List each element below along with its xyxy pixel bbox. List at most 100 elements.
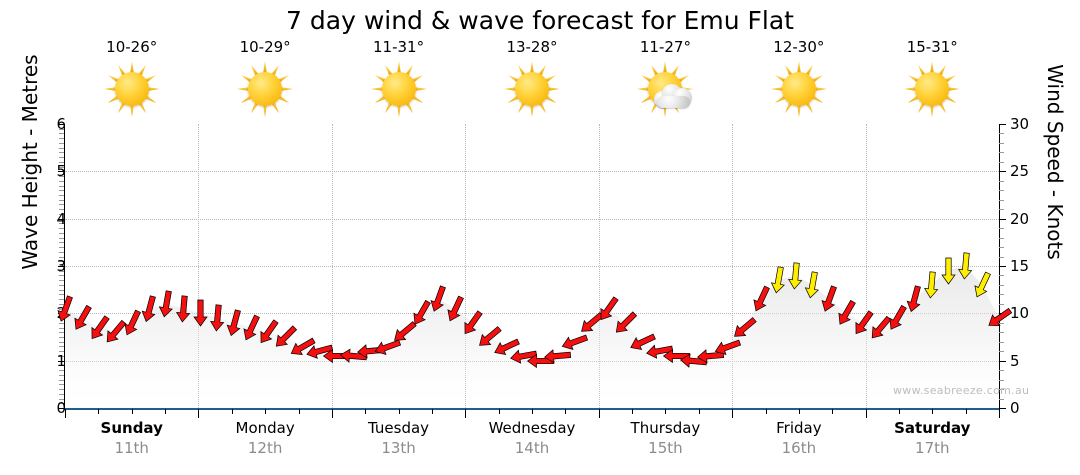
axis-tick-major bbox=[999, 266, 1006, 267]
wind-arrow bbox=[645, 343, 674, 360]
wind-arrow bbox=[444, 294, 467, 323]
right-axis-tick-label: 5 bbox=[1010, 351, 1020, 370]
axis-tick-minor bbox=[59, 128, 64, 130]
axis-tick-minor bbox=[999, 379, 1004, 381]
axis-tick-minor bbox=[59, 232, 64, 234]
wind-arrow bbox=[971, 270, 994, 299]
axis-tick-minor bbox=[999, 294, 1004, 296]
axis-tick-minor bbox=[59, 180, 64, 182]
axis-tick-minor bbox=[59, 185, 64, 187]
x-tick-minor bbox=[898, 409, 900, 414]
axis-tick-minor bbox=[999, 256, 1004, 258]
right-axis-tick-label: 15 bbox=[1010, 257, 1030, 275]
gridline-vertical bbox=[865, 124, 867, 408]
x-tick-major bbox=[65, 409, 66, 418]
axis-tick-minor bbox=[999, 370, 1004, 372]
axis-tick-minor bbox=[59, 370, 64, 372]
day-name: Saturday bbox=[894, 419, 971, 437]
axis-tick-minor bbox=[59, 247, 64, 249]
axis-tick-minor bbox=[59, 337, 64, 338]
axis-tick-minor bbox=[999, 284, 1004, 286]
x-tick-minor bbox=[498, 409, 500, 414]
axis-tick-minor bbox=[59, 223, 64, 225]
day-date: 15th bbox=[648, 439, 683, 457]
x-tick-minor bbox=[965, 409, 967, 414]
sun-disc-icon bbox=[915, 72, 950, 106]
x-tick-minor bbox=[131, 409, 133, 414]
axis-tick-major bbox=[999, 360, 1006, 362]
axis-tick-minor bbox=[59, 327, 64, 329]
day-header-strip: 10-26° 10-29° 11-31° 13-28° 11-27° 12-30… bbox=[65, 38, 999, 124]
axis-tick-minor bbox=[59, 237, 64, 239]
axis-tick-minor bbox=[59, 332, 64, 334]
sun-disc-icon bbox=[381, 72, 416, 106]
day-date: 11th bbox=[114, 439, 149, 457]
right-axis-tick-label: 10 bbox=[1010, 304, 1030, 323]
wind-arrow bbox=[904, 285, 923, 313]
watermark: www.seabreeze.com.au bbox=[893, 384, 1030, 397]
wave-height-area bbox=[65, 124, 999, 408]
axis-tick-minor bbox=[59, 341, 64, 343]
axis-tick-minor bbox=[59, 280, 64, 282]
x-label-tuesday: Tuesday 13th bbox=[332, 418, 465, 458]
day-header-saturday: 15-31° bbox=[866, 38, 999, 118]
day-name: Tuesday bbox=[368, 419, 430, 437]
x-tick-minor bbox=[632, 409, 634, 414]
left-axis-tick-label: 4 bbox=[56, 209, 66, 228]
temperature-range: 12-30° bbox=[773, 38, 825, 56]
left-axis-title: Wave Height - Metres bbox=[18, 54, 42, 270]
wind-arrow bbox=[225, 309, 244, 337]
axis-tick-minor bbox=[999, 247, 1004, 249]
wind-arrow bbox=[240, 313, 263, 342]
axis-tick-minor bbox=[999, 275, 1004, 277]
wind-arrow bbox=[885, 304, 909, 333]
sun-cloud-icon bbox=[636, 60, 694, 118]
day-name: Thursday bbox=[630, 419, 701, 437]
x-tick-minor bbox=[665, 409, 667, 414]
axis-tick-minor bbox=[59, 389, 64, 391]
day-name: Friday bbox=[776, 419, 822, 437]
axis-tick-minor bbox=[59, 142, 64, 144]
wind-arrow bbox=[409, 299, 433, 328]
wind-arrow bbox=[560, 331, 589, 352]
wind-arrow bbox=[787, 261, 803, 290]
wind-arrow bbox=[288, 334, 317, 358]
day-name: Sunday bbox=[100, 419, 163, 437]
wind-arrow bbox=[804, 271, 821, 299]
x-label-monday: Monday 12th bbox=[198, 418, 331, 458]
wind-arrow bbox=[176, 295, 191, 323]
day-date: 17th bbox=[915, 439, 950, 457]
wind-arrow bbox=[193, 299, 209, 327]
x-tick-minor bbox=[398, 409, 400, 414]
axis-tick-major bbox=[999, 124, 1006, 125]
day-name: Monday bbox=[235, 419, 295, 437]
gridline-vertical bbox=[331, 124, 333, 408]
wind-arrow bbox=[210, 304, 225, 332]
wind-arrow bbox=[957, 252, 972, 280]
wind-arrow bbox=[492, 335, 521, 358]
axis-tick-minor bbox=[59, 161, 64, 163]
x-tick-major bbox=[865, 409, 867, 418]
wind-arrow bbox=[390, 319, 418, 346]
axis-tick-minor bbox=[59, 284, 64, 286]
axis-tick-minor bbox=[999, 351, 1004, 353]
axis-tick-major bbox=[999, 218, 1006, 220]
gridline-vertical bbox=[198, 124, 200, 408]
wind-arrow bbox=[923, 271, 938, 299]
wind-arrow bbox=[475, 324, 503, 351]
wind-arrow bbox=[140, 294, 159, 322]
axis-tick-minor bbox=[59, 393, 64, 395]
axis-tick-minor bbox=[999, 190, 1004, 192]
axis-tick-minor bbox=[59, 147, 64, 149]
axis-tick-major bbox=[999, 408, 1006, 409]
axis-tick-minor bbox=[59, 289, 64, 291]
axis-tick-minor bbox=[59, 275, 64, 277]
axis-tick-minor bbox=[59, 199, 64, 201]
axis-tick-minor bbox=[59, 152, 64, 154]
wind-arrow bbox=[834, 299, 858, 328]
day-header-wednesday: 13-28° bbox=[465, 38, 598, 118]
x-tick-minor bbox=[698, 409, 700, 414]
axis-tick-minor bbox=[59, 365, 64, 367]
sun-icon bbox=[236, 60, 294, 118]
